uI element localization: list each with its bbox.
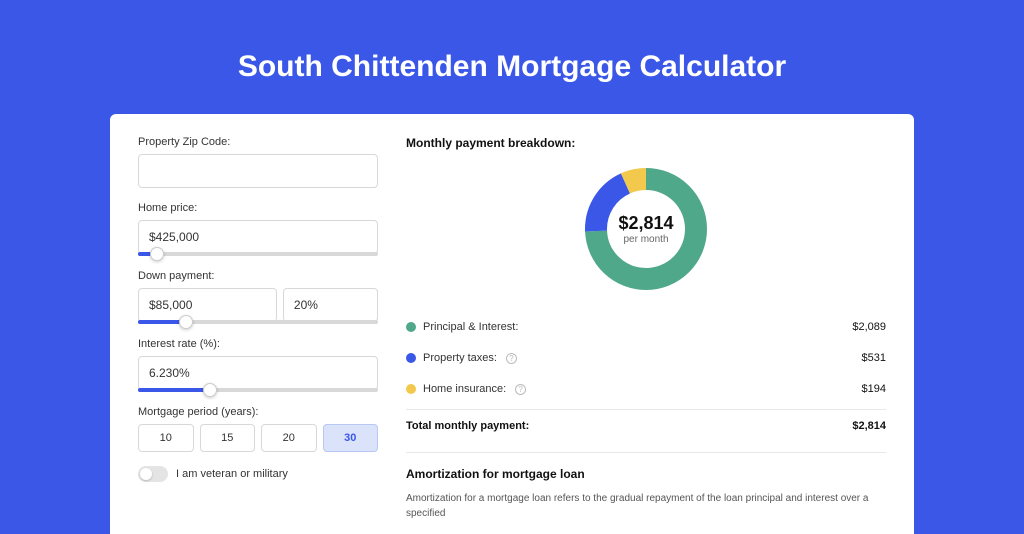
interest-rate-label: Interest rate (%):: [138, 338, 378, 350]
legend-dot-icon: [406, 353, 416, 363]
zip-input[interactable]: [138, 154, 378, 188]
veteran-row: I am veteran or military: [138, 466, 378, 482]
legend-dot-icon: [406, 322, 416, 332]
veteran-label: I am veteran or military: [176, 468, 288, 480]
period-btn-20[interactable]: 20: [261, 424, 317, 452]
legend-label: Principal & Interest:: [423, 321, 518, 333]
total-row: Total monthly payment: $2,814: [406, 409, 886, 446]
total-label: Total monthly payment:: [406, 420, 529, 432]
form-column: Property Zip Code: Home price: Down paym…: [138, 136, 378, 534]
info-icon[interactable]: ?: [515, 384, 526, 395]
calculator-card: Property Zip Code: Home price: Down paym…: [110, 114, 914, 534]
interest-rate-field-group: Interest rate (%):: [138, 338, 378, 392]
legend-value: $531: [862, 352, 886, 364]
page-title: South Chittenden Mortgage Calculator: [110, 50, 914, 84]
down-payment-field-group: Down payment:: [138, 270, 378, 324]
amortization-text: Amortization for a mortgage loan refers …: [406, 491, 886, 521]
period-buttons: 10152030: [138, 424, 378, 452]
down-payment-pct-input[interactable]: [283, 288, 378, 322]
legend-row-1: Property taxes:? $531: [406, 343, 886, 374]
home-price-input[interactable]: [138, 220, 378, 254]
total-value: $2,814: [852, 420, 886, 432]
amortization-title: Amortization for mortgage loan: [406, 467, 886, 481]
interest-rate-slider[interactable]: [138, 388, 378, 392]
breakdown-title: Monthly payment breakdown:: [406, 136, 886, 150]
interest-rate-input[interactable]: [138, 356, 378, 390]
donut-wrap: $2,814 per month: [406, 164, 886, 294]
veteran-toggle[interactable]: [138, 466, 168, 482]
divider: [406, 452, 886, 453]
donut-amount: $2,814: [618, 213, 673, 234]
down-payment-label: Down payment:: [138, 270, 378, 282]
legend-left: Home insurance:?: [406, 383, 526, 395]
period-label: Mortgage period (years):: [138, 406, 378, 418]
zip-label: Property Zip Code:: [138, 136, 378, 148]
payment-donut-chart: $2,814 per month: [581, 164, 711, 294]
legend-label: Property taxes:: [423, 352, 497, 364]
home-price-field-group: Home price:: [138, 202, 378, 256]
period-btn-10[interactable]: 10: [138, 424, 194, 452]
legend-row-0: Principal & Interest: $2,089: [406, 312, 886, 343]
legend-value: $2,089: [852, 321, 886, 333]
down-payment-slider[interactable]: [138, 320, 378, 324]
legend-label: Home insurance:: [423, 383, 506, 395]
breakdown-column: Monthly payment breakdown: $2,814 per mo…: [406, 136, 886, 534]
home-price-label: Home price:: [138, 202, 378, 214]
period-field-group: Mortgage period (years): 10152030: [138, 406, 378, 452]
zip-field-group: Property Zip Code:: [138, 136, 378, 188]
info-icon[interactable]: ?: [506, 353, 517, 364]
home-price-slider[interactable]: [138, 252, 378, 256]
legend-list: Principal & Interest: $2,089 Property taxe…: [406, 312, 886, 405]
legend-value: $194: [862, 383, 886, 395]
period-btn-15[interactable]: 15: [200, 424, 256, 452]
legend-left: Principal & Interest:: [406, 321, 518, 333]
legend-row-2: Home insurance:? $194: [406, 374, 886, 405]
toggle-knob: [140, 468, 152, 480]
period-btn-30[interactable]: 30: [323, 424, 379, 452]
down-payment-input[interactable]: [138, 288, 277, 322]
legend-left: Property taxes:?: [406, 352, 517, 364]
donut-center: $2,814 per month: [581, 164, 711, 294]
legend-dot-icon: [406, 384, 416, 394]
donut-sub: per month: [623, 234, 668, 245]
